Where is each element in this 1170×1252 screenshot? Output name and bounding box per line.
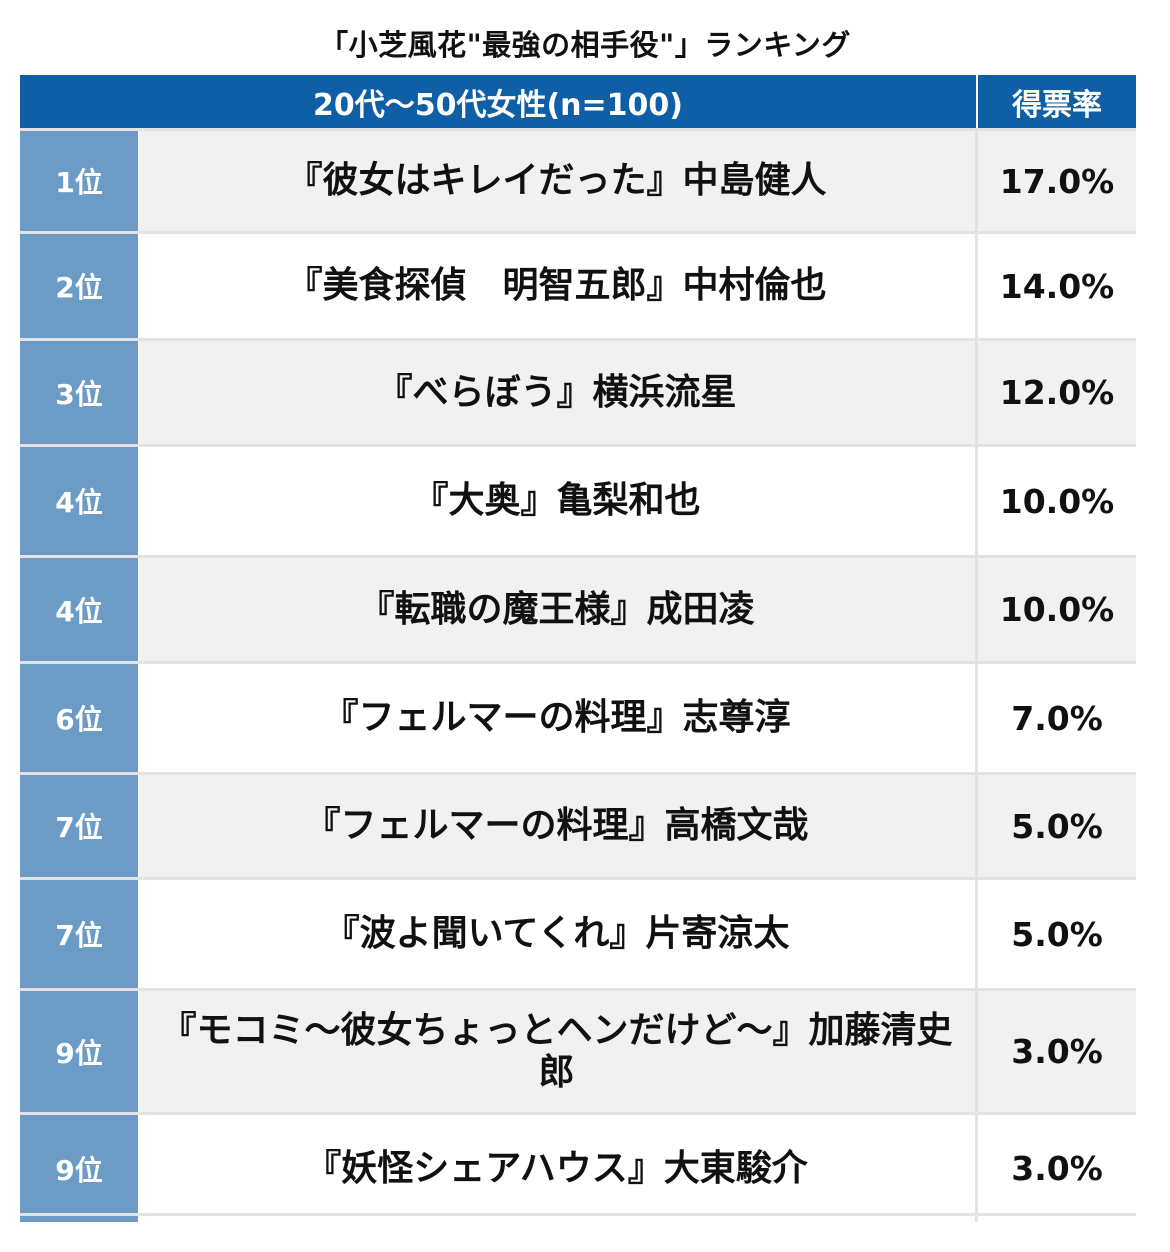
vote-rate-cell: 3.0% xyxy=(978,991,1136,1112)
table-bottom-border xyxy=(20,1213,1136,1216)
drama-actor-cell: 『妖怪シェアハウス』大東駿介 xyxy=(138,1115,978,1222)
table-row: 9位 『モコミ〜彼女ちょっとヘンだけど〜』加藤清史郎 3.0% xyxy=(20,988,1136,1112)
vote-rate-cell: 3.0% xyxy=(978,1115,1136,1222)
drama-actor-cell: 『転職の魔王様』成田凌 xyxy=(138,558,978,661)
rank-cell: 9位 xyxy=(20,1115,138,1222)
vote-rate-cell: 12.0% xyxy=(978,341,1136,444)
table-row: 7位 『波よ聞いてくれ』片寄涼太 5.0% xyxy=(20,877,1136,988)
vote-rate-cell: 14.0% xyxy=(978,234,1136,338)
rank-cell: 3位 xyxy=(20,341,138,444)
drama-actor-cell: 『べらぼう』横浜流星 xyxy=(138,341,978,444)
vote-rate-cell: 5.0% xyxy=(978,880,1136,988)
drama-actor-cell: 『彼女はキレイだった』中島健人 xyxy=(138,131,978,231)
rank-cell: 9位 xyxy=(20,991,138,1112)
drama-actor-cell: 『波よ聞いてくれ』片寄涼太 xyxy=(138,880,978,988)
vote-rate-cell: 7.0% xyxy=(978,664,1136,772)
drama-actor-cell: 『モコミ〜彼女ちょっとヘンだけど〜』加藤清史郎 xyxy=(138,991,978,1112)
vote-rate-cell: 10.0% xyxy=(978,558,1136,661)
header-vote-rate: 得票率 xyxy=(978,75,1136,128)
table-row: 6位 『フェルマーの料理』志尊淳 7.0% xyxy=(20,661,1136,772)
drama-actor-cell: 『フェルマーの料理』高橋文哉 xyxy=(138,775,978,877)
header-survey-group: 20代〜50代女性(n=100) xyxy=(20,75,978,128)
table-row: 4位 『大奥』亀梨和也 10.0% xyxy=(20,444,1136,555)
drama-actor-cell: 『大奥』亀梨和也 xyxy=(138,447,978,555)
drama-actor-cell: 『美食探偵 明智五郎』中村倫也 xyxy=(138,234,978,338)
table-row: 3位 『べらぼう』横浜流星 12.0% xyxy=(20,338,1136,444)
table-row: 4位 『転職の魔王様』成田凌 10.0% xyxy=(20,555,1136,661)
page-title: 「小芝風花"最強の相手役"」ランキング xyxy=(319,28,851,62)
rank-cell: 7位 xyxy=(20,880,138,988)
rank-cell: 1位 xyxy=(20,131,138,231)
vote-rate-cell: 10.0% xyxy=(978,447,1136,555)
drama-actor-cell: 『フェルマーの料理』志尊淳 xyxy=(138,664,978,772)
table-row: 7位 『フェルマーの料理』高橋文哉 5.0% xyxy=(20,772,1136,877)
ranking-table: 20代〜50代女性(n=100) 得票率 1位 『彼女はキレイだった』中島健人 … xyxy=(20,75,1136,1222)
rank-cell: 7位 xyxy=(20,775,138,877)
vote-rate-cell: 17.0% xyxy=(978,131,1136,231)
table-row: 1位 『彼女はキレイだった』中島健人 17.0% xyxy=(20,128,1136,231)
table-row: 2位 『美食探偵 明智五郎』中村倫也 14.0% xyxy=(20,231,1136,338)
rank-cell: 2位 xyxy=(20,234,138,338)
rank-cell: 4位 xyxy=(20,447,138,555)
rank-cell: 6位 xyxy=(20,664,138,772)
rank-cell: 4位 xyxy=(20,558,138,661)
vote-rate-cell: 5.0% xyxy=(978,775,1136,877)
table-header: 20代〜50代女性(n=100) 得票率 xyxy=(20,75,1136,128)
table-row: 9位 『妖怪シェアハウス』大東駿介 3.0% xyxy=(20,1112,1136,1222)
